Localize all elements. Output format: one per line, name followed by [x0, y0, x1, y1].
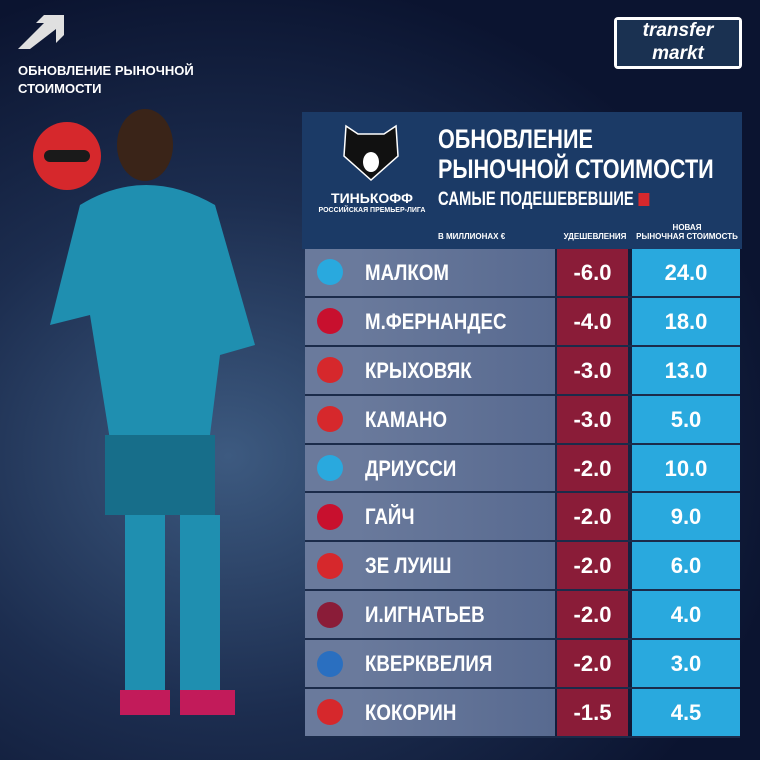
brand-line2: markt: [617, 43, 739, 66]
club-lokomotiv-icon: [317, 357, 343, 384]
player-name-text: ГАЙЧ: [365, 504, 415, 530]
arrow-up-right-icon: [18, 15, 64, 49]
club-zenit-icon: [317, 259, 343, 286]
club-logo: [305, 591, 355, 639]
corner-label: ОБНОВЛЕНИЕ РЫНОЧНОЙ СТОИМОСТИ: [18, 62, 194, 98]
club-lokomotiv-icon: [317, 406, 343, 433]
club-logo: [305, 640, 355, 688]
corner-label-line2: СТОИМОСТИ: [18, 81, 102, 96]
col-change-header: УДЕШЕВЛЕНИЯ: [563, 232, 627, 241]
value-change: -3.0: [557, 395, 628, 443]
header-panel: ТИНЬКОФФ РОССИЙСКАЯ ПРЕМЬЕР-ЛИГА ОБНОВЛЕ…: [302, 112, 742, 249]
club-logo: [305, 444, 355, 492]
player-name-text: МАЛКОМ: [365, 260, 449, 285]
new-market-value: 24.0: [632, 249, 740, 296]
club-logo: [305, 493, 355, 541]
new-market-value: 5.0: [632, 395, 740, 443]
league-name: ТИНЬКОФФ: [331, 190, 413, 206]
table-row: ГАЙЧ -2.0 9.0: [305, 493, 740, 543]
player-name: И.ИГНАТЬЕВ: [355, 591, 555, 639]
table-row: М.ФЕРНАНДЕС -4.0 18.0: [305, 297, 740, 347]
club-rubin-icon: [317, 601, 343, 628]
value-change: -2.0: [557, 444, 628, 492]
league-sub: РОССИЙСКАЯ ПРЕМЬЕР-ЛИГА: [318, 207, 426, 214]
value-change: -2.0: [557, 591, 628, 639]
player-name: М.ФЕРНАНДЕС: [355, 297, 555, 345]
value-change: -2.0: [557, 542, 628, 590]
new-market-value: 4.5: [632, 689, 740, 736]
club-logo: [305, 395, 355, 443]
value-change: -3.0: [557, 346, 628, 394]
player-name-text: КОКОРИН: [365, 700, 457, 726]
player-name-text: ЗЕ ЛУИШ: [365, 553, 452, 579]
new-market-value: 10.0: [632, 444, 740, 492]
club-logo: [305, 689, 355, 736]
new-market-value: 6.0: [632, 542, 740, 590]
club-logo: [305, 346, 355, 394]
value-change: -2.0: [557, 493, 628, 541]
units-label: В МИЛЛИОНАХ €: [438, 232, 506, 241]
col-new-header-2: РЫНОЧНАЯ СТОИМОСТЬ: [636, 232, 738, 241]
new-market-value: 3.0: [632, 640, 740, 688]
club-zenit-icon: [317, 455, 343, 481]
bear-logo-icon: [343, 124, 399, 182]
player-photo: [50, 109, 255, 715]
player-name: ЗЕ ЛУИШ: [355, 542, 555, 590]
new-market-value: 9.0: [632, 493, 740, 541]
club-logo: [305, 249, 355, 296]
new-market-value: 13.0: [632, 346, 740, 394]
club-cska-icon: [317, 503, 343, 530]
player-name: КРЫХОВЯК: [355, 346, 555, 394]
value-change: -6.0: [557, 249, 628, 296]
player-name-text: КАМАНО: [365, 406, 448, 432]
subtitle: САМЫЕ ПОДЕШЕВЕВШИЕ: [438, 189, 650, 211]
table-row: КВЕРКВЕЛИЯ -2.0 3.0: [305, 640, 740, 690]
player-name: ДРИУССИ: [355, 444, 555, 492]
col-new-header-1: НОВАЯ: [672, 223, 702, 232]
player-name: МАЛКОМ: [355, 249, 555, 296]
player-name-text: М.ФЕРНАНДЕС: [365, 308, 507, 334]
player-name-text: ДРИУССИ: [365, 455, 457, 481]
player-name: КАМАНО: [355, 395, 555, 443]
new-market-value: 18.0: [632, 297, 740, 345]
club-cska-icon: [317, 308, 343, 335]
page-title-line2: РЫНОЧНОЙ СТОИМОСТИ: [438, 154, 714, 184]
table-row: ЗЕ ЛУИШ -2.0 6.0: [305, 542, 740, 592]
subtitle-text: САМЫЕ ПОДЕШЕВЕВШИЕ: [438, 189, 634, 210]
table-row: КАМАНО -3.0 5.0: [305, 395, 740, 445]
arrow-down-right-icon: [638, 193, 650, 207]
minus-icon: [33, 122, 101, 190]
player-name-text: КРЫХОВЯК: [365, 357, 472, 383]
club-logo: [305, 297, 355, 345]
club-spartak-icon: [317, 699, 343, 726]
table-row: И.ИГНАТЬЕВ -2.0 4.0: [305, 591, 740, 641]
table-row: МАЛКОМ -6.0 24.0: [305, 249, 740, 298]
value-change: -1.5: [557, 689, 628, 736]
table-row: ДРИУССИ -2.0 10.0: [305, 444, 740, 494]
new-market-value: 4.0: [632, 591, 740, 639]
club-logo: [305, 542, 355, 590]
brand-line1: transfer: [617, 20, 739, 43]
player-name-text: КВЕРКВЕЛИЯ: [365, 651, 493, 677]
club-lokomotiv-icon: [317, 552, 343, 579]
player-name: КОКОРИН: [355, 689, 555, 736]
page-title-line1: ОБНОВЛЕНИЕ: [438, 124, 593, 154]
players-table: МАЛКОМ -6.0 24.0 М.ФЕРНАНДЕС -4.0 18.0 К…: [305, 249, 740, 738]
player-name: КВЕРКВЕЛИЯ: [355, 640, 555, 688]
club-rotor-icon: [317, 650, 343, 677]
value-change: -4.0: [557, 297, 628, 345]
table-row: КОКОРИН -1.5 4.5: [305, 689, 740, 738]
player-name: ГАЙЧ: [355, 493, 555, 541]
value-change: -2.0: [557, 640, 628, 688]
table-row: КРЫХОВЯК -3.0 13.0: [305, 346, 740, 396]
corner-label-line1: ОБНОВЛЕНИЕ РЫНОЧНОЙ: [18, 63, 194, 78]
transfermarkt-logo: transfer markt: [614, 17, 742, 69]
player-name-text: И.ИГНАТЬЕВ: [365, 602, 485, 628]
